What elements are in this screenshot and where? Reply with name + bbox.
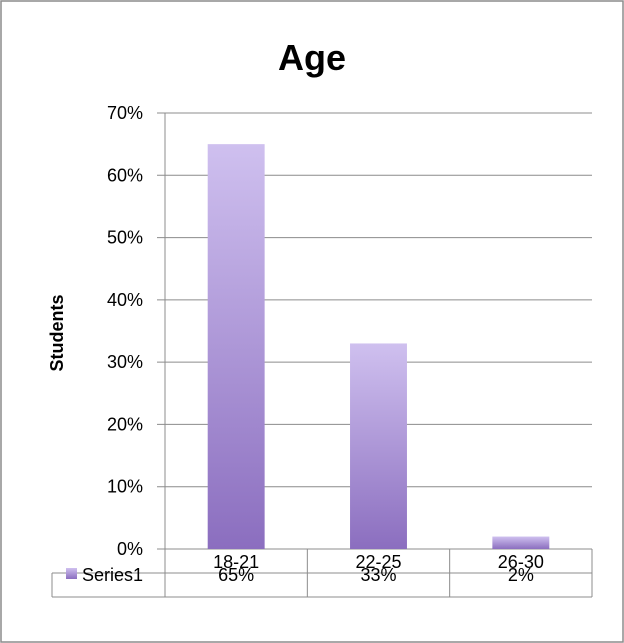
y-tick-label: 60% — [107, 165, 143, 185]
legend-swatch — [66, 568, 77, 579]
y-tick-label: 30% — [107, 352, 143, 372]
y-tick-label: 50% — [107, 228, 143, 248]
bar-22-25 — [350, 343, 407, 549]
x-tick-label: 18-21 — [213, 552, 259, 572]
bar-26-30 — [492, 536, 550, 549]
bar-18-21 — [207, 144, 265, 549]
x-tick-label: 26-30 — [498, 552, 544, 572]
legend-series-name: Series1 — [82, 565, 143, 585]
data-label: 2% — [508, 565, 534, 585]
y-tick-label: 10% — [107, 477, 143, 497]
bars — [207, 144, 550, 549]
y-axis-label: Students — [47, 294, 67, 371]
chart-title: Age — [278, 37, 346, 78]
y-tick-label: 70% — [107, 103, 143, 123]
y-tick-label: 40% — [107, 290, 143, 310]
y-tick-label: 20% — [107, 414, 143, 434]
data-label: 65% — [218, 565, 254, 585]
y-tick-label: 0% — [117, 539, 143, 559]
x-tick-label: 22-25 — [355, 552, 401, 572]
y-tick-labels: 0% 10% 20% 30% 40% 50% 60% 70% — [107, 103, 143, 559]
data-label: 33% — [360, 565, 396, 585]
